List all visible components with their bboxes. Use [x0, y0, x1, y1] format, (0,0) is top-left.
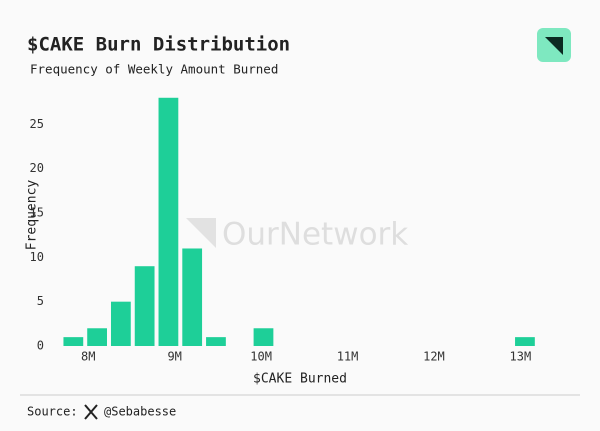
chart-title: $CAKE Burn Distribution	[27, 34, 290, 56]
x-tick-label: 13M	[510, 350, 532, 364]
watermark-text: OurNetwork	[222, 217, 408, 253]
x-tick-label: 10M	[250, 350, 272, 364]
x-tick-label: 12M	[423, 350, 445, 364]
bar	[110, 301, 131, 346]
bar	[515, 337, 535, 346]
y-tick-label: 20	[30, 161, 44, 175]
y-tick-label: 10	[30, 250, 44, 264]
bar	[253, 328, 274, 346]
bar	[206, 337, 226, 346]
x-tick-label: 9M	[167, 350, 181, 364]
y-tick-label: 5	[37, 294, 44, 308]
bar	[182, 248, 203, 346]
watermark-icon	[186, 218, 216, 248]
chart-subtitle: Frequency of Weekly Amount Burned	[30, 62, 278, 77]
y-tick-label: 25	[30, 117, 44, 131]
y-axis-label: Frequency	[25, 180, 40, 251]
x-logo	[84, 404, 98, 420]
x-axis-label: $CAKE Burned	[253, 372, 347, 387]
bar	[158, 97, 179, 347]
y-tick-label: 0	[37, 339, 44, 353]
logo	[537, 28, 571, 62]
footer-handle: @Sebabesse	[104, 405, 176, 419]
x-tick-label: 8M	[81, 350, 95, 364]
bar	[63, 337, 84, 346]
watermark: OurNetwork	[186, 217, 408, 253]
bar	[87, 328, 107, 346]
x-tick-label: 11M	[337, 350, 359, 364]
logo-mark	[545, 37, 563, 55]
y-tick-label: 15	[30, 206, 44, 220]
bar	[134, 266, 155, 346]
footer-source: Source:	[27, 405, 78, 419]
